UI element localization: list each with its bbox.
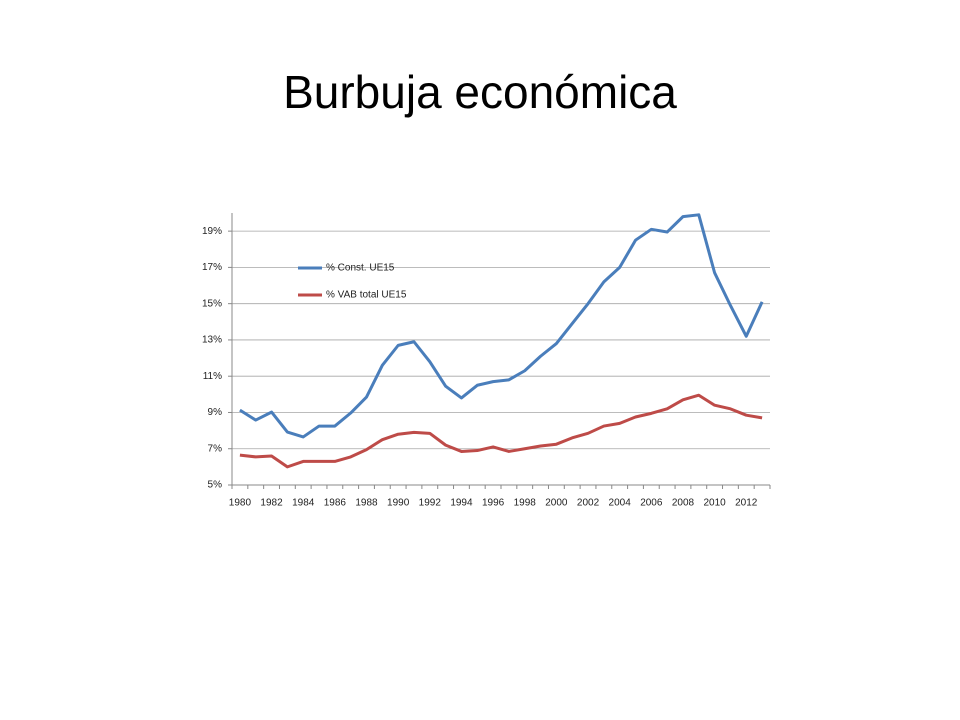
line-series <box>239 393 763 469</box>
line-series <box>239 213 764 439</box>
x-tick-label: 1988 <box>355 498 378 509</box>
legend-label: % VAB total UE15 <box>326 290 407 301</box>
x-tick-label: 2012 <box>735 498 758 509</box>
x-tick-label: 1992 <box>419 498 442 509</box>
y-tick-label: 15% <box>202 298 222 309</box>
x-tick-label: 2008 <box>672 498 695 509</box>
y-tick-label: 5% <box>208 480 223 491</box>
y-tick-label: 9% <box>208 407 223 418</box>
x-tick-label: 1990 <box>387 498 410 509</box>
chart-title: Burbuja económica <box>283 66 677 118</box>
x-tick-label: 2010 <box>703 498 726 509</box>
x-tick-label: 1998 <box>514 498 537 509</box>
y-tick-label: 7% <box>208 443 223 454</box>
y-tick-label: 11% <box>203 371 222 382</box>
x-tick-label: 1980 <box>229 498 252 509</box>
x-tick-label: 2000 <box>545 498 568 509</box>
x-tick-label: 1994 <box>450 498 473 509</box>
x-tick-label: 2002 <box>577 498 600 509</box>
legend-label: % Const. UE15 <box>326 263 395 274</box>
y-tick-label: 17% <box>202 262 222 273</box>
y-tick-label: 13% <box>202 335 222 346</box>
x-tick-label: 1982 <box>260 498 283 509</box>
x-tick-label: 1986 <box>324 498 347 509</box>
x-tick-label: 1984 <box>292 498 315 509</box>
y-tick-label: 19% <box>202 226 222 237</box>
x-tick-label: 1996 <box>482 498 505 509</box>
x-tick-label: 2006 <box>640 498 663 509</box>
x-tick-label: 2004 <box>609 498 632 509</box>
